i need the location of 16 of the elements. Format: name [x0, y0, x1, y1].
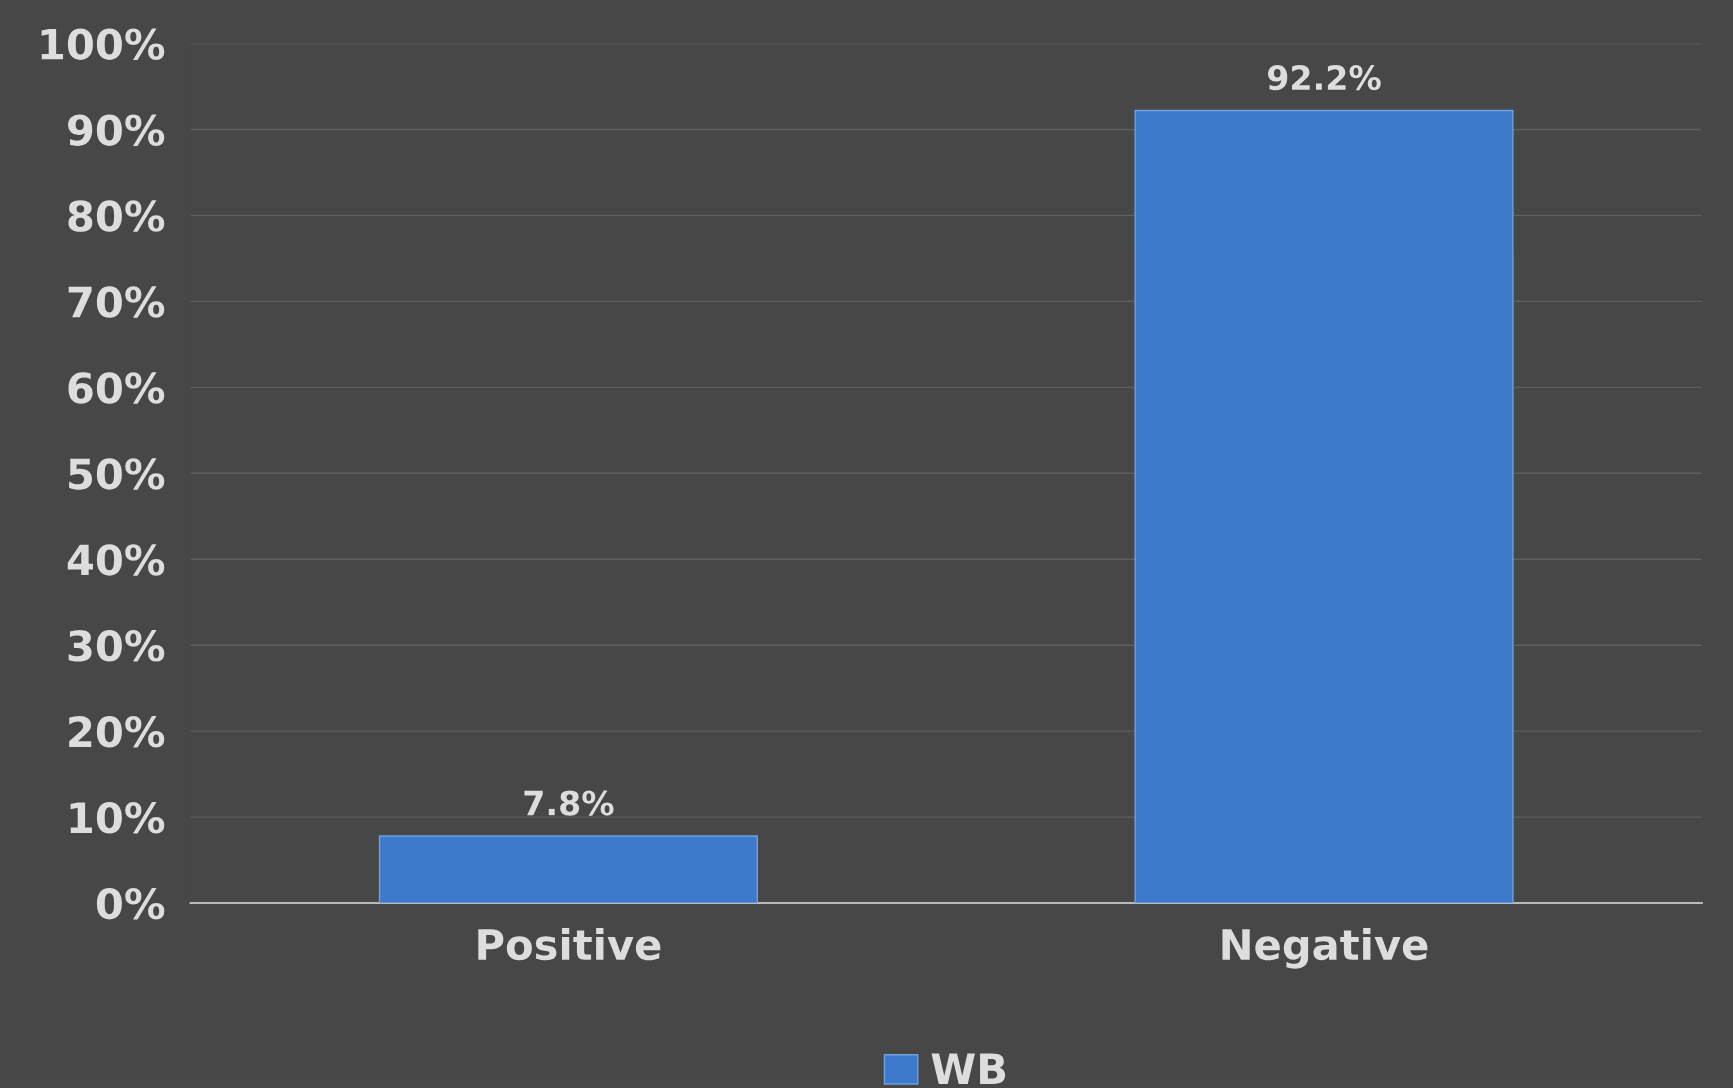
- y-tick-label: 70%: [68, 286, 165, 318]
- y-tick-label: 100%: [41, 28, 165, 60]
- y-tick-label: 50%: [69, 458, 165, 490]
- data-label: 92.2%: [1267, 65, 1381, 91]
- legend-label: WB: [931, 1053, 1006, 1084]
- y-tick-label: 10%: [70, 801, 165, 834]
- data-label: 7.8%: [524, 790, 614, 816]
- y-tick-label: 0%: [96, 887, 165, 920]
- y-tick-label: 30%: [68, 630, 165, 662]
- y-tick-label: 90%: [68, 114, 165, 146]
- y-tick-label: 20%: [69, 716, 165, 748]
- y-tick-label: 80%: [68, 200, 165, 232]
- y-tick-label: 40%: [67, 544, 165, 576]
- x-tick-label: Negative: [1222, 928, 1428, 969]
- y-tick-label: 60%: [68, 372, 165, 404]
- x-tick-label: Positive: [478, 928, 661, 961]
